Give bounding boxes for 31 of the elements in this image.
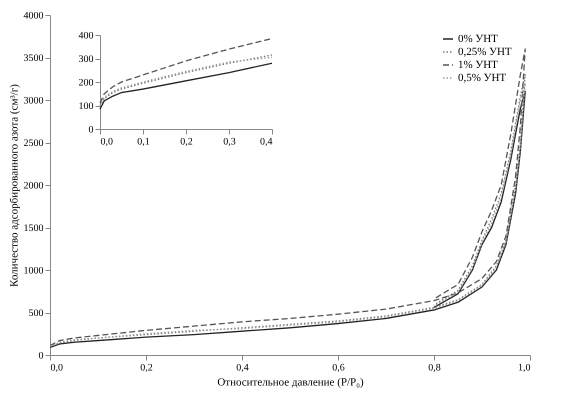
y-tick-label: 2000 [24, 180, 44, 192]
x-tick-label: 0,4 [260, 136, 272, 148]
y-tick-label: 100 [78, 101, 94, 112]
y-tick-label: 500 [28, 308, 44, 319]
x-tick-label: 0,8 [428, 362, 441, 374]
x-tick-label: 0,3 [223, 136, 236, 148]
y-tick-label: 300 [78, 54, 94, 65]
x-tick-label: 0,4 [236, 362, 249, 374]
legend-label: 0,25% УНТ [458, 46, 512, 58]
y-tick-label: 3500 [24, 53, 44, 64]
x-tick-label: 0,2 [140, 362, 153, 374]
y-tick-label: 200 [78, 78, 94, 88]
y-tick-label: 1000 [24, 266, 44, 276]
y-tick-label: 2500 [24, 138, 44, 149]
x-axis-title: Относительное давление (P/P₀) [217, 376, 364, 388]
x-tick-label: 0,6 [332, 362, 345, 374]
y-tick-label: 4000 [24, 10, 44, 22]
x-tick-label: 0,2 [180, 136, 193, 148]
x-tick-label: 0,1 [137, 136, 150, 148]
y-tick-label: 0 [88, 124, 94, 136]
x-tick-label: 0,0 [100, 136, 113, 148]
x-tick-label: 0,0 [50, 362, 63, 374]
y-axis-title: Количество адсорбированного азота (см³/г) [8, 84, 20, 287]
legend-label: 0,5% УНТ [458, 72, 506, 84]
legend-label: 0% УНТ [458, 33, 498, 45]
y-tick-label: 1500 [24, 223, 44, 234]
y-tick-label: 0 [38, 350, 44, 362]
x-tick-label: 1,0 [518, 362, 530, 374]
y-tick-label: 400 [78, 30, 94, 42]
legend-label: 1% УНТ [458, 59, 498, 71]
y-tick-label: 3000 [24, 96, 44, 106]
